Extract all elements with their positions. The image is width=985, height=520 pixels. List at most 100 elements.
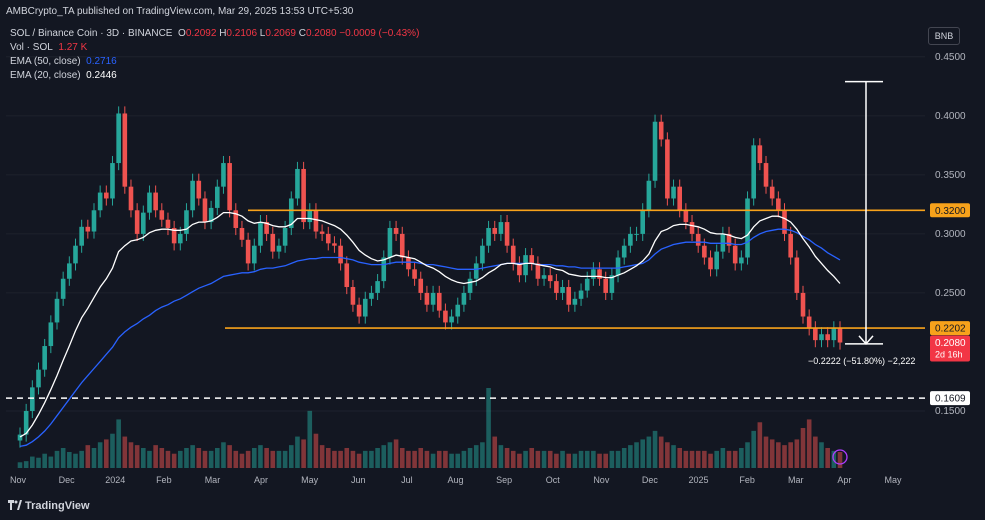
volume-bar bbox=[652, 430, 658, 468]
candle-body bbox=[165, 219, 171, 228]
candle-body bbox=[196, 180, 202, 199]
candle-body bbox=[510, 245, 516, 264]
symbol-label[interactable]: SOL / Binance Coin · 3D · BINANCE bbox=[10, 28, 173, 39]
candle-body bbox=[362, 298, 368, 317]
tradingview-logo[interactable]: TradingView bbox=[8, 500, 90, 512]
candle-body bbox=[689, 222, 695, 234]
candle-body bbox=[486, 227, 491, 246]
candle-body bbox=[560, 287, 565, 293]
candle-body bbox=[369, 292, 374, 299]
x-tick-label: Nov bbox=[593, 475, 610, 485]
ema20-value: 0.2446 bbox=[86, 70, 117, 81]
volume-bar bbox=[233, 450, 239, 468]
volume-bar bbox=[301, 439, 306, 468]
level-price-tag bbox=[930, 321, 970, 336]
candle-body bbox=[214, 186, 220, 208]
candle-body bbox=[702, 245, 707, 258]
alert-bolt-icon bbox=[832, 449, 848, 465]
candle-body bbox=[344, 263, 350, 288]
candle-body bbox=[85, 226, 91, 232]
volume-bar bbox=[251, 448, 257, 468]
volume-bar bbox=[436, 450, 442, 468]
candle-body bbox=[480, 245, 485, 264]
candle-body bbox=[621, 245, 627, 258]
volume-bar bbox=[480, 442, 485, 468]
candle-body bbox=[153, 192, 158, 211]
volume-bar bbox=[356, 453, 362, 468]
candle-body bbox=[757, 145, 763, 164]
volume-bar bbox=[584, 450, 590, 468]
x-tick-label: Jun bbox=[351, 475, 366, 485]
candle-body bbox=[282, 227, 288, 246]
candle-body bbox=[264, 222, 269, 234]
volume-bar bbox=[73, 453, 78, 468]
volume-bar bbox=[455, 453, 461, 468]
candle-body bbox=[54, 298, 60, 323]
volume-bar bbox=[338, 450, 343, 468]
volume-bar bbox=[486, 388, 491, 468]
candle-body bbox=[461, 292, 467, 305]
volume-bar bbox=[393, 439, 399, 468]
volume-bar bbox=[757, 422, 763, 468]
volume-bar bbox=[634, 442, 639, 468]
volume-bar bbox=[147, 450, 152, 468]
candle-body bbox=[141, 212, 146, 234]
volume-bar bbox=[97, 442, 103, 468]
volume-bar bbox=[794, 439, 800, 468]
candle-body bbox=[806, 316, 812, 329]
legend-volume-row: Vol · SOL 1.27 K bbox=[10, 41, 419, 55]
x-tick-label: May bbox=[884, 475, 902, 485]
volume-label[interactable]: Vol · SOL bbox=[10, 42, 53, 53]
candle-body bbox=[116, 113, 121, 164]
ema20-label[interactable]: EMA (20, close) bbox=[10, 70, 81, 81]
volume-bar bbox=[412, 450, 417, 468]
volume-bar bbox=[658, 436, 664, 468]
candle-body bbox=[202, 198, 208, 223]
volume-bar bbox=[776, 442, 781, 468]
candle-body bbox=[67, 263, 72, 279]
candle-body bbox=[776, 198, 781, 211]
volume-bar bbox=[369, 450, 374, 468]
currency-badge[interactable]: BNB bbox=[928, 27, 960, 45]
candle-body bbox=[251, 245, 257, 264]
volume-bar bbox=[85, 445, 91, 468]
volume-bar bbox=[110, 433, 115, 468]
volume-bar bbox=[153, 445, 158, 468]
volume-bar bbox=[48, 456, 54, 468]
volume-bar bbox=[184, 448, 189, 468]
volume-bar bbox=[529, 448, 535, 468]
candle-body bbox=[566, 287, 572, 305]
volume-bar bbox=[202, 450, 208, 468]
volume-bar bbox=[751, 430, 756, 468]
candle-body bbox=[794, 257, 800, 293]
last-price-countdown: 2d 16h bbox=[935, 350, 963, 360]
volume-bar bbox=[554, 453, 559, 468]
candle-body bbox=[837, 328, 843, 343]
volume-bar bbox=[665, 442, 670, 468]
y-tick-label: 0.4000 bbox=[935, 111, 966, 122]
candle-body bbox=[79, 226, 84, 246]
publisher-line: AMBCrypto_TA published on TradingView.co… bbox=[6, 6, 354, 17]
chart-legend: SOL / Binance Coin · 3D · BINANCE O0.209… bbox=[10, 27, 419, 83]
candle-body bbox=[381, 257, 387, 282]
candle-body bbox=[763, 163, 769, 187]
candle-body bbox=[270, 233, 276, 252]
volume-bar bbox=[319, 445, 325, 468]
candle-body bbox=[671, 186, 676, 199]
candle-body bbox=[597, 269, 602, 279]
volume-bar bbox=[473, 445, 479, 468]
volume-bar bbox=[806, 419, 812, 468]
candle-body bbox=[498, 222, 504, 234]
candle-body bbox=[325, 233, 331, 244]
volume-bar bbox=[60, 448, 66, 468]
volume-bar bbox=[671, 445, 676, 468]
candle-body bbox=[110, 163, 115, 199]
candle-body bbox=[399, 233, 405, 258]
volume-bar bbox=[739, 448, 744, 468]
volume-bar bbox=[547, 450, 553, 468]
ema50-label[interactable]: EMA (50, close) bbox=[10, 56, 81, 67]
volume-bar bbox=[424, 450, 430, 468]
volume-bar bbox=[609, 450, 615, 468]
candle-body bbox=[30, 387, 35, 411]
